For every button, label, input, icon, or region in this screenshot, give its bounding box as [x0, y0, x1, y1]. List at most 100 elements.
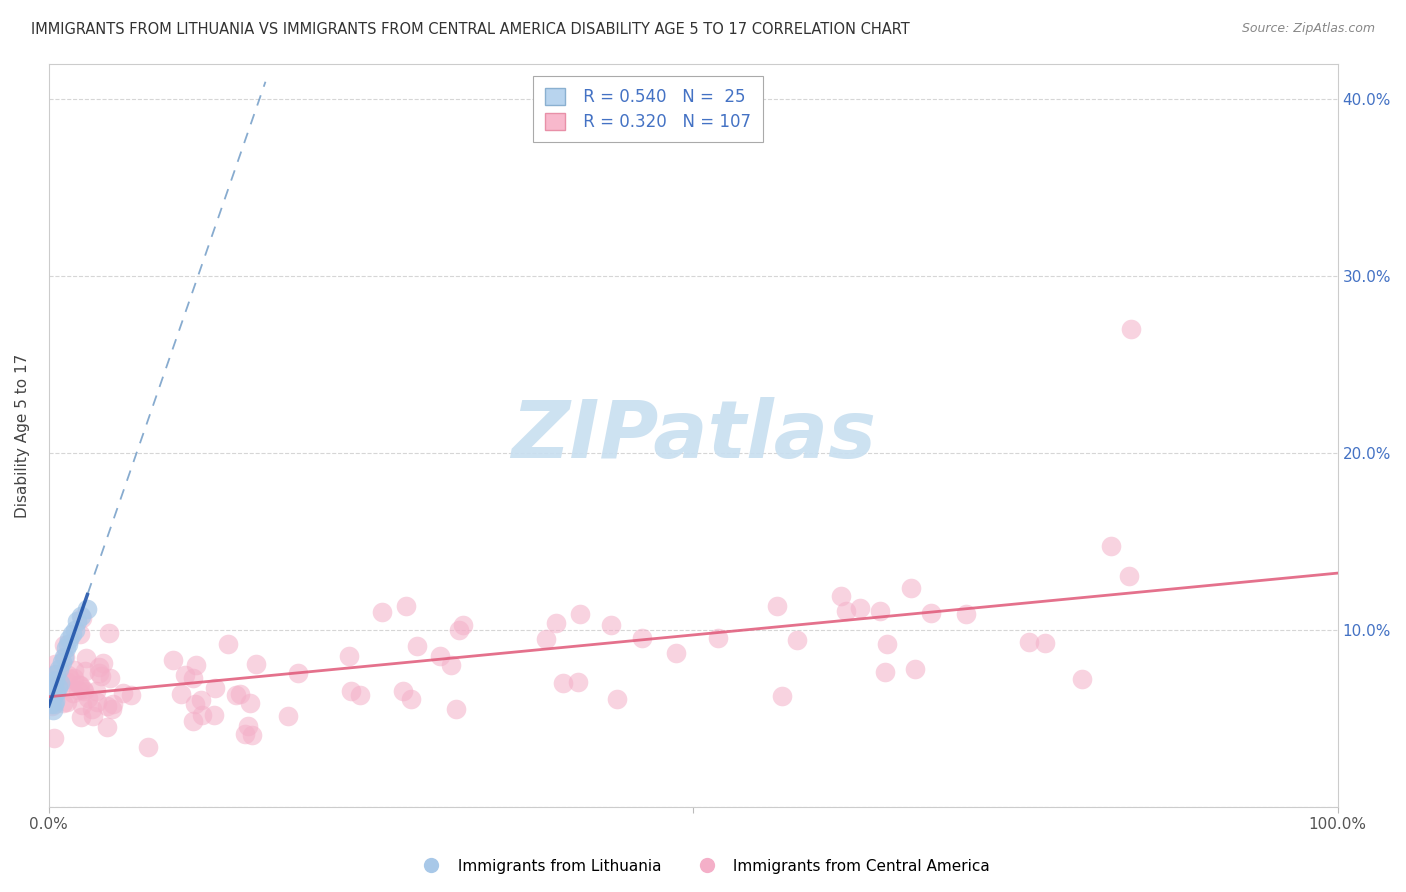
Point	[41, 685, 63, 699]
Point	[184, 697, 207, 711]
Point	[70, 609, 93, 624]
Point	[869, 604, 891, 618]
Point	[41, 703, 63, 717]
Point	[41, 676, 63, 690]
Point	[568, 607, 591, 621]
Y-axis label: Disability Age 5 to 17: Disability Age 5 to 17	[15, 353, 30, 517]
Point	[63, 623, 86, 637]
Point	[236, 719, 259, 733]
Point	[190, 693, 212, 707]
Point	[53, 649, 76, 664]
Point	[665, 646, 688, 660]
Point	[90, 669, 112, 683]
Point	[41, 698, 63, 712]
Point	[63, 671, 86, 685]
Point	[51, 655, 73, 669]
Point	[112, 685, 135, 699]
Point	[239, 696, 262, 710]
Point	[46, 680, 69, 694]
Point	[233, 727, 256, 741]
Point	[170, 686, 193, 700]
Point	[955, 607, 977, 621]
Point	[904, 662, 927, 676]
Point	[103, 697, 125, 711]
Point	[60, 626, 83, 640]
Point	[56, 674, 79, 689]
Point	[89, 659, 111, 673]
Point	[184, 658, 207, 673]
Point	[1018, 635, 1040, 649]
Point	[62, 685, 84, 699]
Point	[97, 625, 120, 640]
Point	[75, 651, 97, 665]
Point	[39, 694, 62, 708]
Point	[41, 690, 63, 705]
Point	[91, 656, 114, 670]
Point	[48, 678, 70, 692]
Point	[181, 671, 204, 685]
Point	[42, 698, 65, 712]
Point	[770, 689, 793, 703]
Point	[534, 632, 557, 647]
Point	[1099, 539, 1122, 553]
Point	[240, 728, 263, 742]
Point	[87, 665, 110, 680]
Point	[440, 657, 463, 672]
Point	[73, 665, 96, 679]
Point	[69, 678, 91, 692]
Point	[73, 684, 96, 698]
Point	[202, 708, 225, 723]
Point	[96, 720, 118, 734]
Point	[49, 676, 72, 690]
Point	[66, 683, 89, 698]
Point	[45, 667, 67, 681]
Point	[217, 637, 239, 651]
Point	[44, 731, 66, 745]
Point	[849, 600, 872, 615]
Point	[53, 650, 76, 665]
Point	[72, 681, 94, 696]
Point	[42, 680, 65, 694]
Point	[48, 662, 70, 676]
Point	[41, 699, 63, 714]
Point	[62, 663, 84, 677]
Point	[447, 623, 470, 637]
Point	[86, 695, 108, 709]
Point	[371, 605, 394, 619]
Point	[245, 657, 267, 672]
Point	[766, 599, 789, 614]
Point	[101, 702, 124, 716]
Point	[399, 691, 422, 706]
Point	[98, 671, 121, 685]
Point	[76, 602, 98, 616]
Point	[82, 709, 104, 723]
Point	[69, 627, 91, 641]
Point	[120, 688, 142, 702]
Point	[225, 688, 247, 702]
Point	[900, 581, 922, 595]
Point	[44, 657, 66, 671]
Point	[82, 702, 104, 716]
Point	[136, 739, 159, 754]
Point	[204, 681, 226, 696]
Point	[1121, 322, 1143, 336]
Point	[55, 640, 77, 655]
Text: IMMIGRANTS FROM LITHUANIA VS IMMIGRANTS FROM CENTRAL AMERICA DISABILITY AGE 5 TO: IMMIGRANTS FROM LITHUANIA VS IMMIGRANTS …	[31, 22, 910, 37]
Point	[70, 610, 93, 624]
Point	[553, 676, 575, 690]
Point	[229, 687, 252, 701]
Point	[56, 694, 79, 708]
Point	[59, 672, 82, 686]
Point	[567, 674, 589, 689]
Point	[287, 665, 309, 680]
Point	[44, 694, 66, 708]
Point	[395, 599, 418, 613]
Point	[56, 637, 79, 651]
Point	[337, 649, 360, 664]
Point	[600, 618, 623, 632]
Point	[1071, 673, 1094, 687]
Point	[339, 684, 361, 698]
Point	[67, 678, 90, 692]
Point	[444, 702, 467, 716]
Point	[451, 618, 474, 632]
